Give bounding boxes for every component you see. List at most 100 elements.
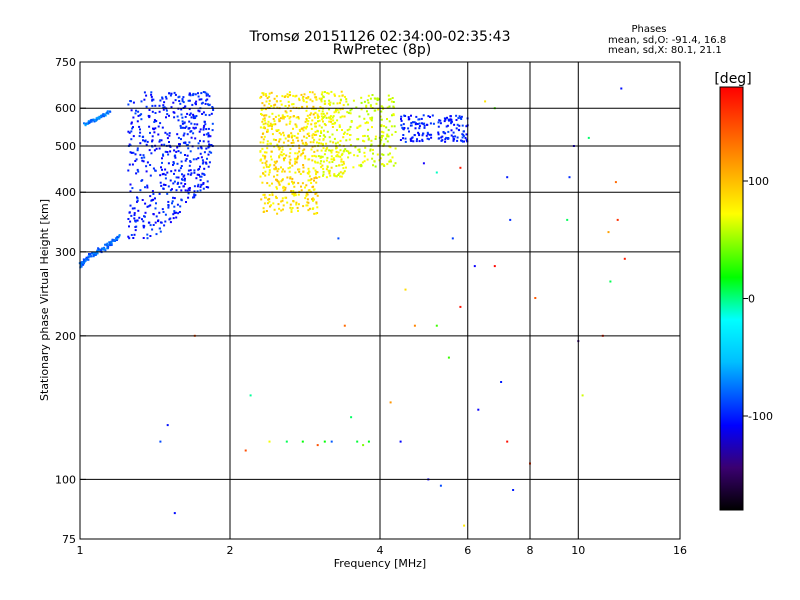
data-point: [162, 187, 165, 190]
data-point: [187, 99, 190, 102]
data-point: [165, 109, 168, 112]
data-point: [445, 125, 448, 128]
data-point: [417, 118, 420, 121]
data-point: [289, 94, 292, 96]
data-point: [172, 182, 175, 185]
data-point: [320, 100, 323, 103]
data-point: [426, 131, 429, 134]
data-point: [326, 130, 329, 133]
data-point: [168, 218, 171, 221]
data-point: [193, 190, 196, 193]
data-point: [180, 189, 183, 192]
data-point: [290, 190, 293, 192]
data-point: [438, 119, 441, 122]
data-point: [609, 280, 612, 283]
data-point: [179, 205, 182, 208]
data-point: [356, 127, 359, 129]
data-point: [162, 104, 165, 107]
data-point: [82, 258, 85, 261]
data-point: [188, 164, 191, 167]
data-point: [166, 171, 169, 174]
data-point: [332, 115, 335, 118]
data-point: [333, 122, 336, 125]
data-point: [200, 92, 203, 95]
data-point: [452, 139, 455, 142]
data-point: [186, 112, 189, 115]
data-point: [391, 133, 394, 136]
data-point: [134, 112, 137, 115]
data-point: [420, 117, 423, 120]
data-point: [154, 221, 157, 224]
data-point: [136, 168, 139, 171]
data-point: [324, 102, 327, 105]
data-point: [315, 133, 318, 136]
data-point: [291, 192, 294, 195]
data-point: [407, 116, 410, 119]
data-point: [87, 120, 90, 123]
data-point: [176, 133, 179, 136]
data-point: [287, 100, 290, 103]
data-point: [155, 233, 158, 236]
data-point: [281, 179, 284, 182]
data-point: [205, 128, 208, 131]
data-point: [188, 108, 191, 111]
data-point: [303, 93, 306, 96]
data-point: [455, 114, 458, 117]
data-point: [325, 142, 328, 145]
data-point: [367, 94, 370, 97]
data-point: [389, 159, 392, 162]
data-point: [198, 168, 201, 170]
data-point: [378, 98, 381, 101]
data-point: [280, 103, 283, 106]
data-point: [201, 101, 204, 104]
data-point: [151, 139, 154, 142]
data-point: [146, 161, 149, 164]
data-point: [356, 154, 359, 157]
data-point: [459, 305, 462, 308]
data-point: [114, 237, 117, 240]
data-point: [180, 108, 183, 111]
data-point: [297, 209, 299, 212]
data-point: [164, 213, 167, 216]
data-point: [159, 181, 162, 184]
data-point: [261, 132, 264, 135]
data-point: [208, 150, 211, 153]
data-point: [457, 117, 460, 120]
data-point: [146, 205, 149, 208]
data-point: [342, 167, 345, 170]
data-point: [461, 139, 464, 142]
data-point: [274, 139, 277, 141]
data-point: [164, 177, 167, 180]
data-point: [379, 115, 382, 118]
x-tick-label: 8: [527, 544, 534, 557]
data-point: [184, 183, 187, 185]
data-point: [184, 142, 187, 145]
data-point: [389, 152, 391, 155]
data-point: [461, 133, 464, 136]
data-point: [132, 116, 135, 119]
data-point: [327, 169, 330, 172]
data-point: [112, 239, 115, 242]
data-point: [305, 143, 308, 146]
data-point: [113, 240, 116, 242]
data-point: [127, 235, 130, 238]
data-point: [176, 115, 179, 118]
data-point: [343, 131, 346, 134]
data-point: [371, 157, 374, 160]
data-point: [264, 162, 267, 165]
data-point: [89, 253, 92, 255]
data-point: [282, 157, 285, 160]
data-point: [262, 141, 265, 144]
data-point: [261, 147, 264, 150]
data-point: [333, 137, 336, 140]
data-point: [352, 99, 355, 102]
data-point: [277, 168, 280, 170]
data-point: [307, 209, 310, 212]
data-point: [312, 133, 315, 136]
data-point: [306, 105, 308, 108]
data-point: [448, 119, 450, 122]
data-point: [137, 170, 140, 173]
data-point: [128, 131, 131, 134]
data-point: [164, 184, 167, 186]
data-point: [266, 97, 269, 100]
